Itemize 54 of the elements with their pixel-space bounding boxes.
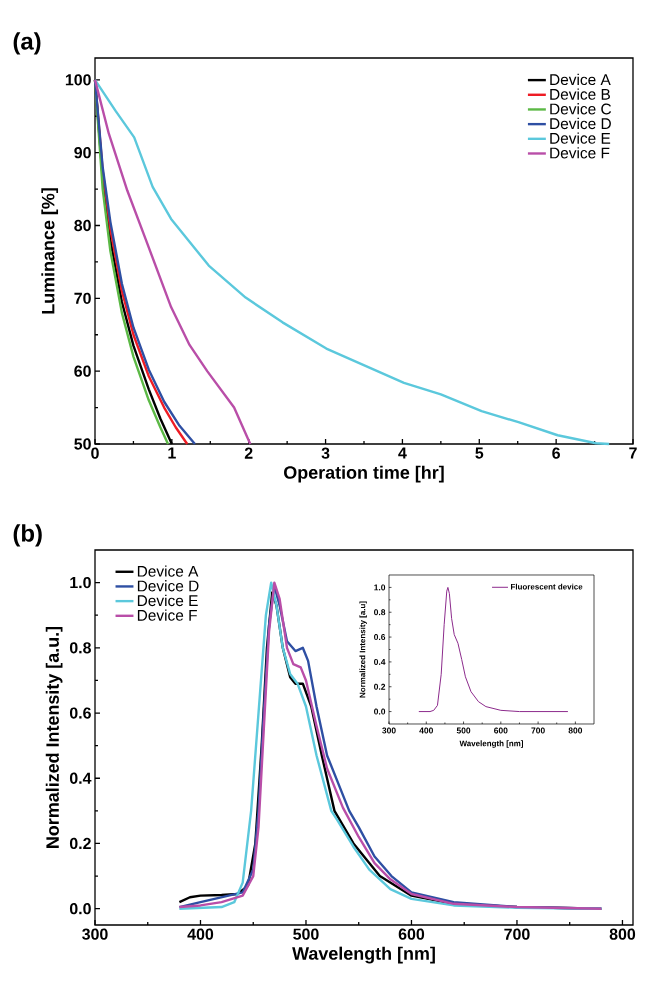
x-axis-title: Operation time [hr]: [284, 465, 444, 483]
x-tick-label: 1: [168, 447, 176, 459]
y-tick-label: 0.0: [69, 903, 91, 915]
legend-label: Device E: [137, 594, 198, 607]
x-tick-label: 0: [91, 447, 99, 459]
y-tick-label: 100: [65, 74, 91, 86]
legend-label: Device D: [137, 580, 199, 592]
legend-label: Device A: [550, 73, 611, 86]
y-tick-label: 1.0: [374, 584, 386, 591]
y-tick-label: 0.2: [374, 683, 386, 690]
x-tick-label: 3: [321, 447, 330, 459]
legend-label: Device C: [550, 103, 612, 115]
x-tick-label: 600: [494, 727, 508, 734]
y-tick-label: 0.8: [374, 609, 386, 616]
x-tick-label: 400: [419, 727, 433, 734]
y-tick-label: 0.4: [374, 658, 386, 665]
x-tick-label: 500: [456, 727, 471, 734]
y-tick-label: 0.2: [69, 837, 91, 850]
legend-label: Device E: [550, 132, 611, 144]
y-tick-label: 50: [74, 438, 91, 450]
y-tick-label: 90: [74, 147, 91, 159]
y-tick-label: 0.8: [69, 642, 91, 654]
legend-label: Device F: [137, 609, 197, 621]
text: (b): [13, 524, 42, 547]
x-tick-label: 5: [475, 447, 484, 459]
x-tick-label: 800: [568, 727, 583, 734]
y-tick-label: 0.6: [69, 707, 91, 719]
y-tick-label: 60: [74, 365, 91, 377]
x-tick-label: 400: [187, 928, 214, 940]
x-tick-label: 500: [293, 928, 319, 940]
x-tick-label: 800: [609, 928, 636, 940]
y-tick-label: 70: [74, 292, 91, 304]
x-tick-label: 300: [82, 928, 108, 940]
y-axis-title: Luminance [%]: [41, 188, 59, 314]
legend-label: Device D: [550, 117, 611, 130]
x-axis-title: Wavelength [nm]: [292, 946, 435, 964]
y-tick-label: 0.6: [374, 634, 386, 641]
y-tick-label: 0.4: [69, 772, 92, 784]
text: (a): [13, 32, 41, 55]
x-tick-label: 6: [552, 447, 560, 459]
x-tick-label: 7: [629, 447, 637, 459]
legend-label: Device B: [550, 88, 610, 100]
x-tick-label: 700: [531, 727, 545, 734]
y-tick-label: 0.0: [374, 708, 386, 715]
x-tick-label: 300: [382, 727, 396, 734]
legend-label: Device A: [137, 565, 199, 577]
legend-label: Device F: [550, 147, 610, 159]
x-tick-label: 600: [398, 928, 425, 940]
x-tick-label: 700: [504, 928, 530, 940]
x-tick-label: 4: [398, 447, 407, 459]
y-tick-label: 1.0: [70, 576, 91, 589]
y-axis-title: Normalized Intensity [a.u.]: [45, 626, 63, 848]
x-tick-label: 2: [244, 447, 253, 459]
y-tick-label: 80: [74, 219, 91, 232]
